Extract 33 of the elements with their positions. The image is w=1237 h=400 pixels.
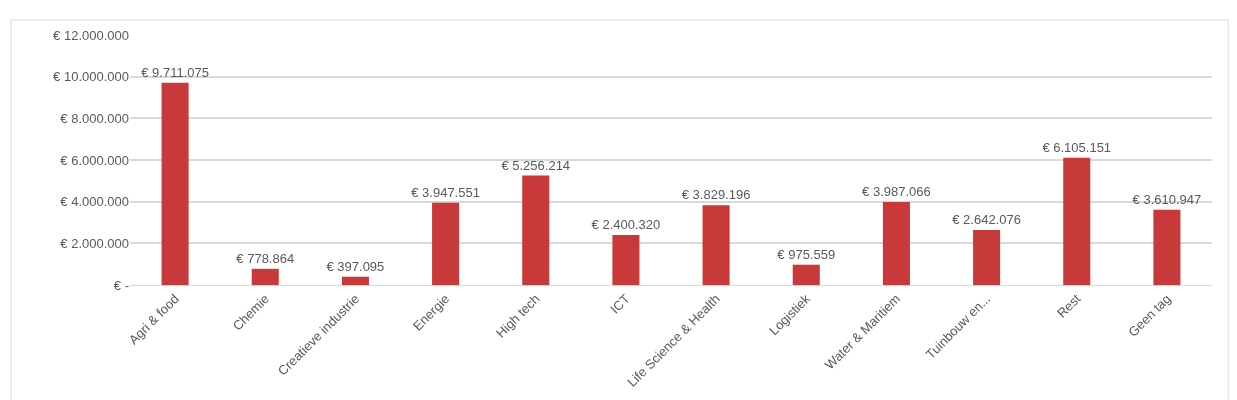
data-label: € 5.256.214 xyxy=(501,157,571,173)
data-label: € 3.947.551 xyxy=(411,184,480,200)
bar xyxy=(522,175,550,285)
y-tick-label: € 8.000.000 xyxy=(60,110,129,126)
y-tick-label: € 2.000.000 xyxy=(60,235,129,251)
bar xyxy=(251,268,279,285)
bar xyxy=(612,234,640,285)
data-label: € 975.559 xyxy=(777,246,836,262)
data-label: € 3.987.066 xyxy=(862,183,931,199)
bar xyxy=(341,276,369,285)
y-tick-label: € 4.000.000 xyxy=(60,194,129,210)
x-tick-label: High tech xyxy=(493,291,543,341)
data-label: € 6.105.151 xyxy=(1042,139,1112,155)
bar xyxy=(702,205,730,285)
data-label: € 2.642.076 xyxy=(952,211,1021,227)
data-label: € 397.095 xyxy=(326,258,385,274)
data-label: € 3.610.947 xyxy=(1132,191,1202,207)
bar xyxy=(973,229,1001,285)
bar xyxy=(432,202,460,285)
y-tick-label: € - xyxy=(113,277,129,293)
y-tick-label: € 10.000.000 xyxy=(53,69,129,85)
y-tick-label: € 12.000.000 xyxy=(53,27,129,43)
data-label: € 9.711.075 xyxy=(141,64,209,80)
y-tick-label: € 6.000.000 xyxy=(60,152,129,168)
bar xyxy=(1063,157,1091,285)
bar xyxy=(1153,209,1181,285)
data-label: € 2.400.320 xyxy=(591,216,661,232)
bar xyxy=(792,264,820,285)
x-tick-label: ICT xyxy=(607,291,633,317)
data-label: € 778.864 xyxy=(236,250,295,266)
bar xyxy=(161,82,189,285)
bar xyxy=(882,201,910,285)
data-label: € 3.829.196 xyxy=(681,187,751,203)
